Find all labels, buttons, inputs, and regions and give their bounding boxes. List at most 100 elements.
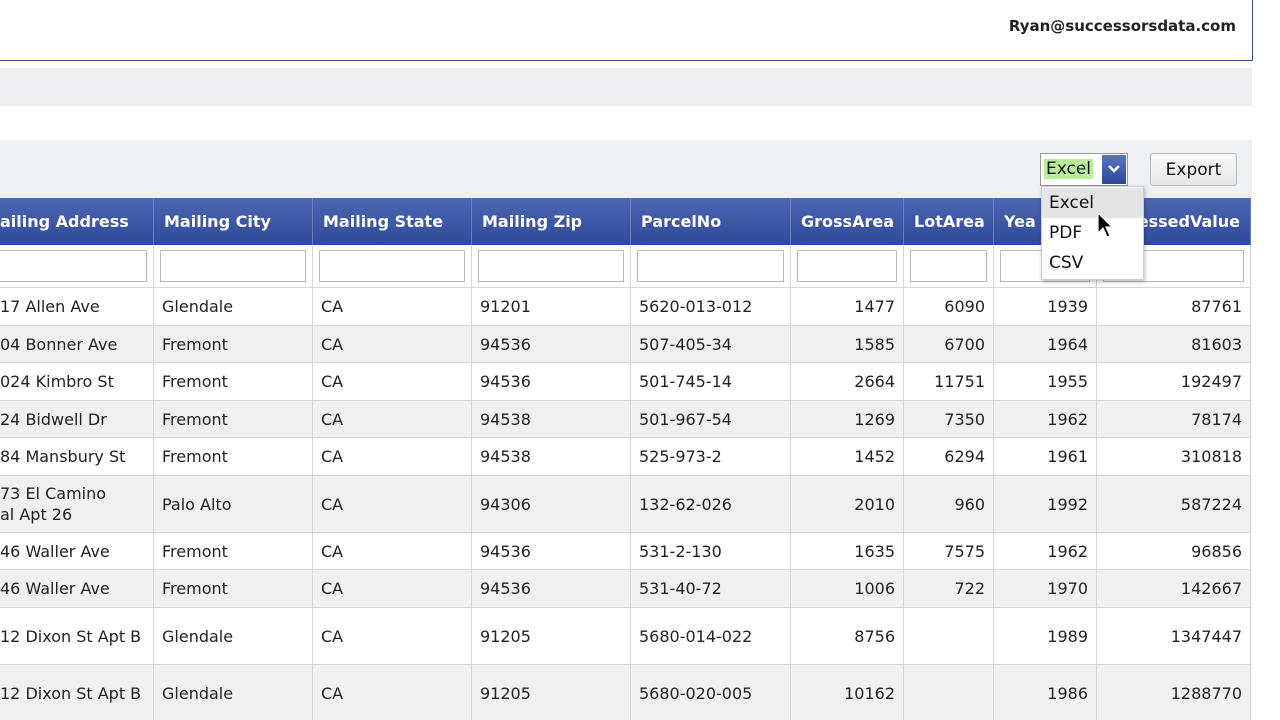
table-cell: 1585 xyxy=(791,326,904,363)
table-cell: 46 Waller Ave xyxy=(0,533,154,570)
table-cell: 587224 xyxy=(1097,476,1251,533)
select-value: Excel xyxy=(1044,159,1094,179)
format-menu: Excel PDF CSV xyxy=(1041,186,1144,280)
table-cell: 2010 xyxy=(791,476,904,533)
table-cell: 5680-014-022 xyxy=(631,608,791,665)
table-cell: 1964 xyxy=(994,326,1097,363)
table-cell: 192497 xyxy=(1097,363,1251,401)
table-cell: 12 Dixon St Apt B xyxy=(0,608,154,665)
column-header[interactable]: LotArea xyxy=(904,198,994,245)
table-cell: 6294 xyxy=(904,438,994,476)
table-cell: Fremont xyxy=(154,533,313,570)
table-cell: 5680-020-005 xyxy=(631,665,791,720)
table-cell: CA xyxy=(313,288,472,326)
table-cell: 94538 xyxy=(472,438,631,476)
format-option[interactable]: PDF xyxy=(1042,218,1143,248)
table-cell: CA xyxy=(313,326,472,363)
table-cell: 87761 xyxy=(1097,288,1251,326)
table-cell: 2664 xyxy=(791,363,904,401)
column-header[interactable]: Mailing Zip xyxy=(472,198,631,245)
select-arrow[interactable] xyxy=(1102,155,1126,184)
table-cell: 24 Bidwell Dr xyxy=(0,401,154,438)
table-cell: CA xyxy=(313,438,472,476)
filter-input[interactable] xyxy=(0,250,147,282)
table-cell: 1006 xyxy=(791,570,904,608)
column-header[interactable]: ParcelNo xyxy=(631,198,791,245)
format-option[interactable]: Excel xyxy=(1042,188,1143,218)
filter-cell xyxy=(904,245,994,288)
table-cell: 960 xyxy=(904,476,994,533)
filter-input[interactable] xyxy=(910,250,987,282)
table-cell: Fremont xyxy=(154,363,313,401)
top-bar: Ryan@successorsdata.com xyxy=(0,0,1253,61)
table-cell: 1962 xyxy=(994,533,1097,570)
arrow-icon xyxy=(1108,165,1120,173)
table-cell: 501-745-14 xyxy=(631,363,791,401)
table-cell: 7350 xyxy=(904,401,994,438)
filter-input[interactable] xyxy=(478,250,624,282)
table-cell: 17 Allen Ave xyxy=(0,288,154,326)
table-cell: 501-967-54 xyxy=(631,401,791,438)
filter-input[interactable] xyxy=(637,250,784,282)
filter-cell xyxy=(791,245,904,288)
table-cell: 96856 xyxy=(1097,533,1251,570)
column-header[interactable]: Mailing State xyxy=(313,198,472,245)
table-cell: 142667 xyxy=(1097,570,1251,608)
table-cell: 6090 xyxy=(904,288,994,326)
table-cell: 04 Bonner Ave xyxy=(0,326,154,363)
column-header[interactable]: GrossArea xyxy=(791,198,904,245)
table-cell: CA xyxy=(313,401,472,438)
table-cell: 1992 xyxy=(994,476,1097,533)
filter-input[interactable] xyxy=(160,250,306,282)
filter-input[interactable] xyxy=(319,250,465,282)
table-cell: 1269 xyxy=(791,401,904,438)
table-cell: 722 xyxy=(904,570,994,608)
table-cell: 024 Kimbro St xyxy=(0,363,154,401)
table-cell: 525-973-2 xyxy=(631,438,791,476)
table-cell: 1452 xyxy=(791,438,904,476)
table-cell: 94538 xyxy=(472,401,631,438)
table-cell: 94536 xyxy=(472,570,631,608)
format-select[interactable]: Excel xyxy=(1040,153,1128,186)
table-cell xyxy=(904,665,994,720)
table-cell: 1347447 xyxy=(1097,608,1251,665)
column-header[interactable]: ailing Address xyxy=(0,198,154,245)
table-cell: 6700 xyxy=(904,326,994,363)
table-cell: 8756 xyxy=(791,608,904,665)
table-cell: 78174 xyxy=(1097,401,1251,438)
column-header[interactable]: Mailing City xyxy=(154,198,313,245)
table-cell: 91205 xyxy=(472,665,631,720)
table-cell: 84 Mansbury St xyxy=(0,438,154,476)
table-cell: Palo Alto xyxy=(154,476,313,533)
filter-cell xyxy=(472,245,631,288)
table-cell: Fremont xyxy=(154,570,313,608)
table-cell: 1989 xyxy=(994,608,1097,665)
table-cell: CA xyxy=(313,665,472,720)
table-cell: Glendale xyxy=(154,608,313,665)
filter-cell xyxy=(631,245,791,288)
table-cell: 1635 xyxy=(791,533,904,570)
table-cell: 94536 xyxy=(472,533,631,570)
filter-input[interactable] xyxy=(797,250,897,282)
table-cell: 94306 xyxy=(472,476,631,533)
table-cell: 1939 xyxy=(994,288,1097,326)
table-cell: 46 Waller Ave xyxy=(0,570,154,608)
filter-cell xyxy=(313,245,472,288)
table-cell: 10162 xyxy=(791,665,904,720)
table-cell: CA xyxy=(313,476,472,533)
table-cell: 1986 xyxy=(994,665,1097,720)
format-option[interactable]: CSV xyxy=(1042,248,1143,278)
user-email[interactable]: Ryan@successorsdata.com xyxy=(1008,17,1236,35)
table-cell: 1477 xyxy=(791,288,904,326)
table-cell: 1955 xyxy=(994,363,1097,401)
table-cell: 1961 xyxy=(994,438,1097,476)
nav-bar xyxy=(0,68,1252,106)
table-cell: 94536 xyxy=(472,326,631,363)
table-cell: 12 Dixon St Apt B xyxy=(0,665,154,720)
table-cell: Fremont xyxy=(154,401,313,438)
table-cell: 1970 xyxy=(994,570,1097,608)
export-button[interactable]: Export xyxy=(1150,153,1237,186)
table-cell: 132-62-026 xyxy=(631,476,791,533)
table-cell: 507-405-34 xyxy=(631,326,791,363)
